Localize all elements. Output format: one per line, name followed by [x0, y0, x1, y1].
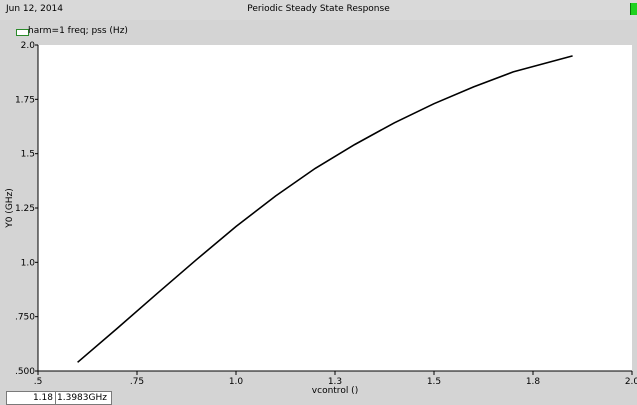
y-ticks: .500 .750 1.0 1.25 1.5 1.75 2.0: [15, 41, 38, 377]
x-tick-label: 2.0: [625, 377, 637, 387]
y-tick-label: 2.0: [21, 41, 36, 51]
y-tick-label: .750: [15, 313, 35, 323]
title-bar: Jun 12, 2014 Periodic Steady State Respo…: [0, 0, 637, 20]
readout-y: 1.3983GHz: [57, 393, 107, 403]
status-indicator: [630, 3, 637, 15]
x-ticks: .5 .75 1.0 1.3 1.5 1.8 2.0: [34, 371, 637, 387]
x-tick-label: 1.3: [328, 377, 342, 387]
plot-background: [38, 45, 632, 371]
x-tick-label: 1.8: [526, 377, 541, 387]
y-tick-label: 1.25: [15, 204, 35, 214]
x-axis-title: vcontrol (): [312, 386, 358, 396]
legend-swatch-icon[interactable]: [16, 29, 29, 36]
x-tick-label: 1.5: [427, 377, 441, 387]
y-tick-label: 1.75: [15, 95, 35, 105]
x-tick-label: .5: [34, 377, 43, 387]
date-label: Jun 12, 2014: [6, 4, 64, 14]
readout-x: 1.18: [32, 393, 53, 403]
y-tick-label: 1.5: [21, 150, 35, 160]
y-axis-title: Y0 (GHz): [5, 188, 15, 229]
y-tick-label: 1.0: [21, 258, 36, 268]
series-line-pss[interactable]: [77, 55, 573, 363]
cursor-readout: 1.18 1.3983GHz: [6, 391, 112, 405]
readout-divider: [55, 392, 56, 404]
y-tick-label: .500: [15, 367, 35, 377]
legend: harm=1 freq; pss (Hz): [0, 20, 637, 44]
legend-label[interactable]: harm=1 freq; pss (Hz): [28, 26, 128, 36]
x-tick-label: 1.0: [229, 377, 244, 387]
x-tick-label: .75: [130, 377, 144, 387]
window-title: Periodic Steady State Response: [247, 4, 390, 14]
